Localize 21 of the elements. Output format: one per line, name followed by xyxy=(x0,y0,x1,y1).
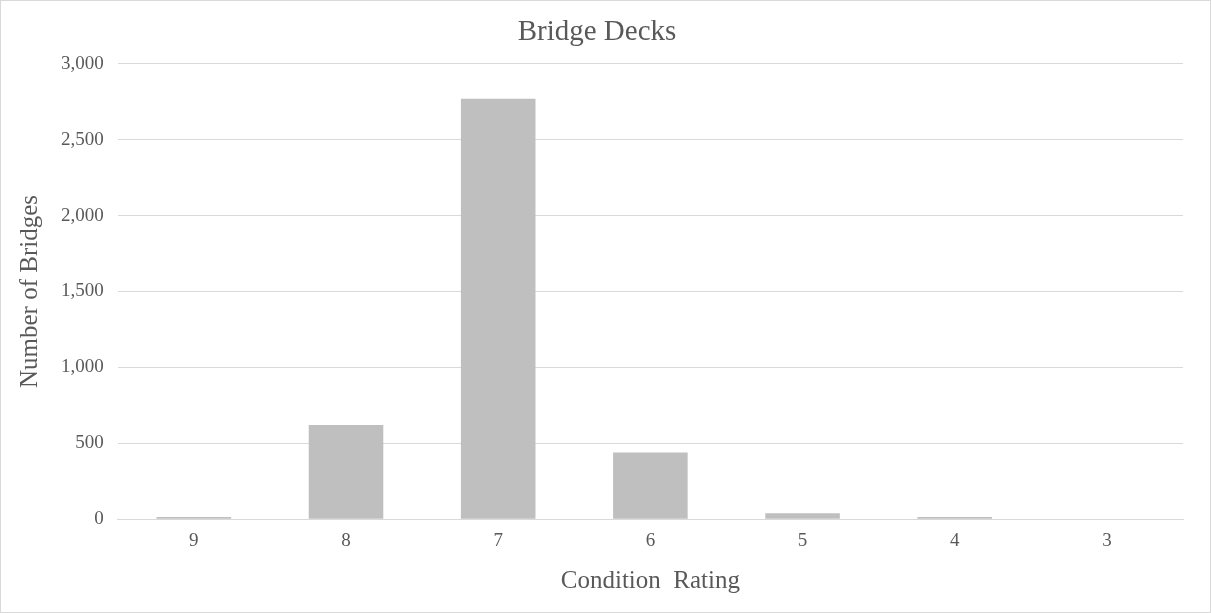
x-tick-label: 7 xyxy=(493,528,503,550)
y-tick-label: 500 xyxy=(75,431,104,453)
x-tick-label: 5 xyxy=(797,528,808,550)
x-tick-label: 9 xyxy=(189,528,199,550)
y-tick-label: 3,000 xyxy=(61,51,104,73)
x-tick-label: 4 xyxy=(949,528,960,550)
bar xyxy=(765,513,840,519)
bar xyxy=(613,452,688,519)
y-tick-label: 1,500 xyxy=(61,279,104,301)
bar xyxy=(460,98,536,519)
x-tick-label: 8 xyxy=(341,528,351,550)
y-axis-title: Number of Bridges xyxy=(14,194,42,389)
x-tick-label: 3 xyxy=(1102,528,1112,550)
x-tick-label: 6 xyxy=(645,528,656,550)
y-tick-label: 2,000 xyxy=(61,203,104,225)
y-tick-label: 0 xyxy=(94,507,104,529)
y-tick-label: 1,000 xyxy=(61,355,104,377)
chart-title: Bridge Decks xyxy=(517,14,677,47)
bar xyxy=(308,425,384,519)
y-tick-label: 2,500 xyxy=(61,127,104,149)
x-axis-title: Condition Rating xyxy=(560,565,741,593)
